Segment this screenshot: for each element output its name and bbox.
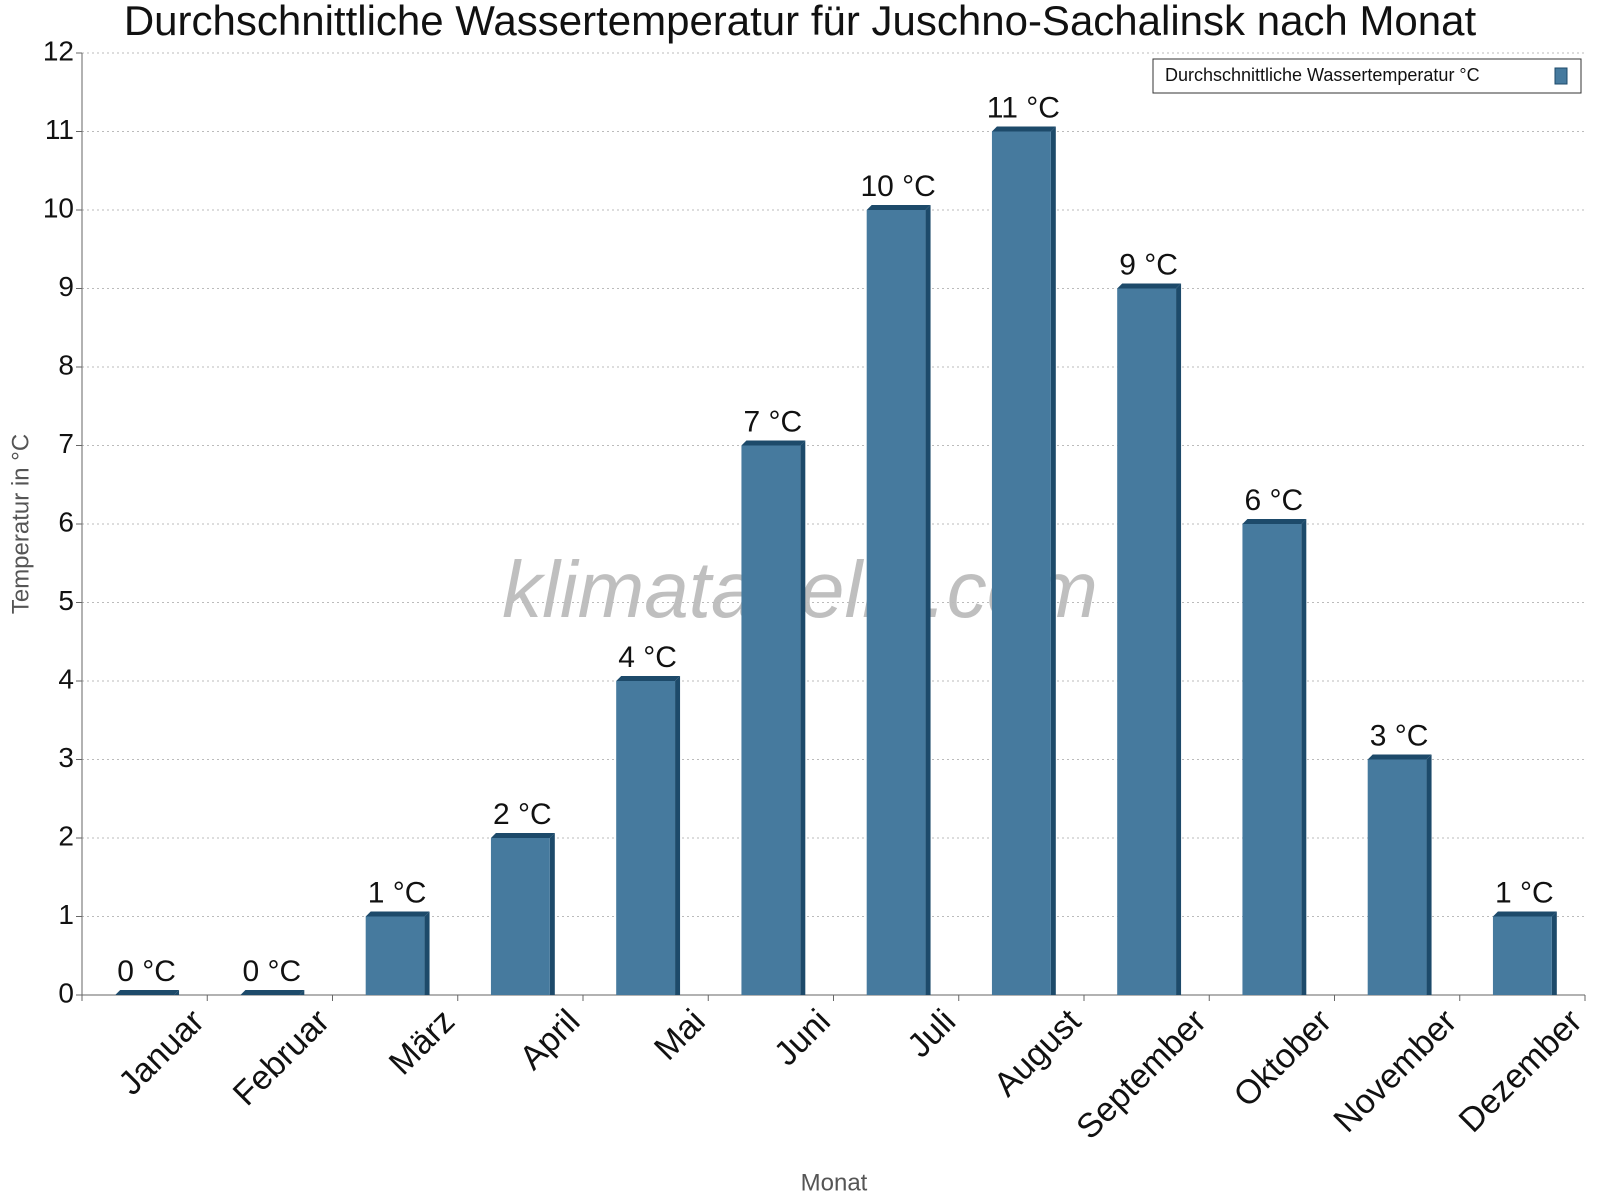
y-tick-label: 7 <box>58 428 74 459</box>
y-tick-label: 11 <box>45 114 74 145</box>
x-tick-label: Mai <box>647 1002 713 1068</box>
x-tick-label: Juni <box>767 1002 838 1073</box>
data-label: 7 °C <box>744 405 803 438</box>
bar <box>490 838 550 995</box>
x-axis-label: Monat <box>801 1169 868 1196</box>
bar-side <box>925 205 931 995</box>
bar-top <box>741 440 806 446</box>
bar <box>741 445 801 995</box>
chart-title: Durchschnittliche Wassertemperatur für J… <box>124 0 1477 44</box>
bar-side <box>800 440 806 995</box>
x-tick-label: September <box>1069 1002 1213 1146</box>
bar <box>365 916 425 995</box>
data-label: 4 °C <box>618 641 677 674</box>
x-tick-label: März <box>382 1002 462 1082</box>
legend-label: Durchschnittliche Wassertemperatur °C <box>1165 65 1480 85</box>
bar-top <box>1242 519 1307 524</box>
data-label: 0 °C <box>243 955 302 988</box>
y-tick-label: 4 <box>58 663 74 694</box>
bar <box>616 681 676 995</box>
bar-top <box>240 990 305 995</box>
bar-side <box>424 911 430 995</box>
bar <box>866 210 926 995</box>
bar-side <box>1050 126 1056 995</box>
legend-box <box>1152 58 1582 94</box>
data-label: 6 °C <box>1245 484 1304 517</box>
y-axis-label: Temperatur in °C <box>7 434 34 614</box>
x-tick-label: Juli <box>900 1002 963 1065</box>
y-tick-label: 2 <box>58 820 74 851</box>
data-label: 1 °C <box>368 876 427 909</box>
data-label: 0 °C <box>117 955 176 988</box>
x-tick-label: Februar <box>226 1002 337 1113</box>
bar-top <box>490 833 555 838</box>
data-label: 11 °C <box>987 91 1060 124</box>
x-tick-label: Dezember <box>1452 1002 1590 1140</box>
x-tick-label: Oktober <box>1226 1002 1338 1114</box>
data-label: 10 °C <box>860 170 935 203</box>
bar-top <box>866 205 931 210</box>
bar <box>991 131 1051 995</box>
bar-top <box>115 990 180 995</box>
y-tick-label: 6 <box>58 506 74 537</box>
bar <box>1367 759 1427 995</box>
bar-top <box>991 126 1056 132</box>
x-tick-label: November <box>1326 1002 1464 1140</box>
y-tick-label: 12 <box>43 35 74 66</box>
y-tick-label: 10 <box>43 192 74 223</box>
data-label: 1 °C <box>1495 876 1554 909</box>
x-tick-label: April <box>512 1002 587 1077</box>
data-label: 3 °C <box>1370 719 1429 752</box>
bar-side <box>1176 283 1182 995</box>
bar-top <box>1492 911 1557 917</box>
y-tick-label: 9 <box>58 271 74 302</box>
y-tick-label: 5 <box>58 585 74 616</box>
y-tick-label: 1 <box>58 899 74 930</box>
bar-side <box>549 833 555 995</box>
bar-side <box>1301 519 1307 995</box>
bar <box>1492 916 1552 995</box>
bar-top <box>1117 283 1182 289</box>
x-tick-label: Januar <box>111 1002 211 1102</box>
y-tick-label: 3 <box>58 742 74 773</box>
bar-top <box>365 911 430 917</box>
bar-side <box>1551 911 1557 995</box>
bar <box>1117 288 1177 995</box>
bar-top <box>1367 754 1432 760</box>
data-label: 2 °C <box>493 798 552 831</box>
bar <box>1242 524 1302 995</box>
legend: Durchschnittliche Wassertemperatur °C <box>1152 58 1582 94</box>
legend-swatch <box>1554 67 1568 85</box>
bar-side <box>675 676 681 995</box>
bar-top <box>616 676 681 681</box>
bar-side <box>1426 754 1432 995</box>
y-tick-label: 8 <box>58 349 74 380</box>
x-tick-label: August <box>987 1002 1089 1104</box>
data-label: 9 °C <box>1119 248 1178 281</box>
y-tick-label: 0 <box>58 977 74 1008</box>
